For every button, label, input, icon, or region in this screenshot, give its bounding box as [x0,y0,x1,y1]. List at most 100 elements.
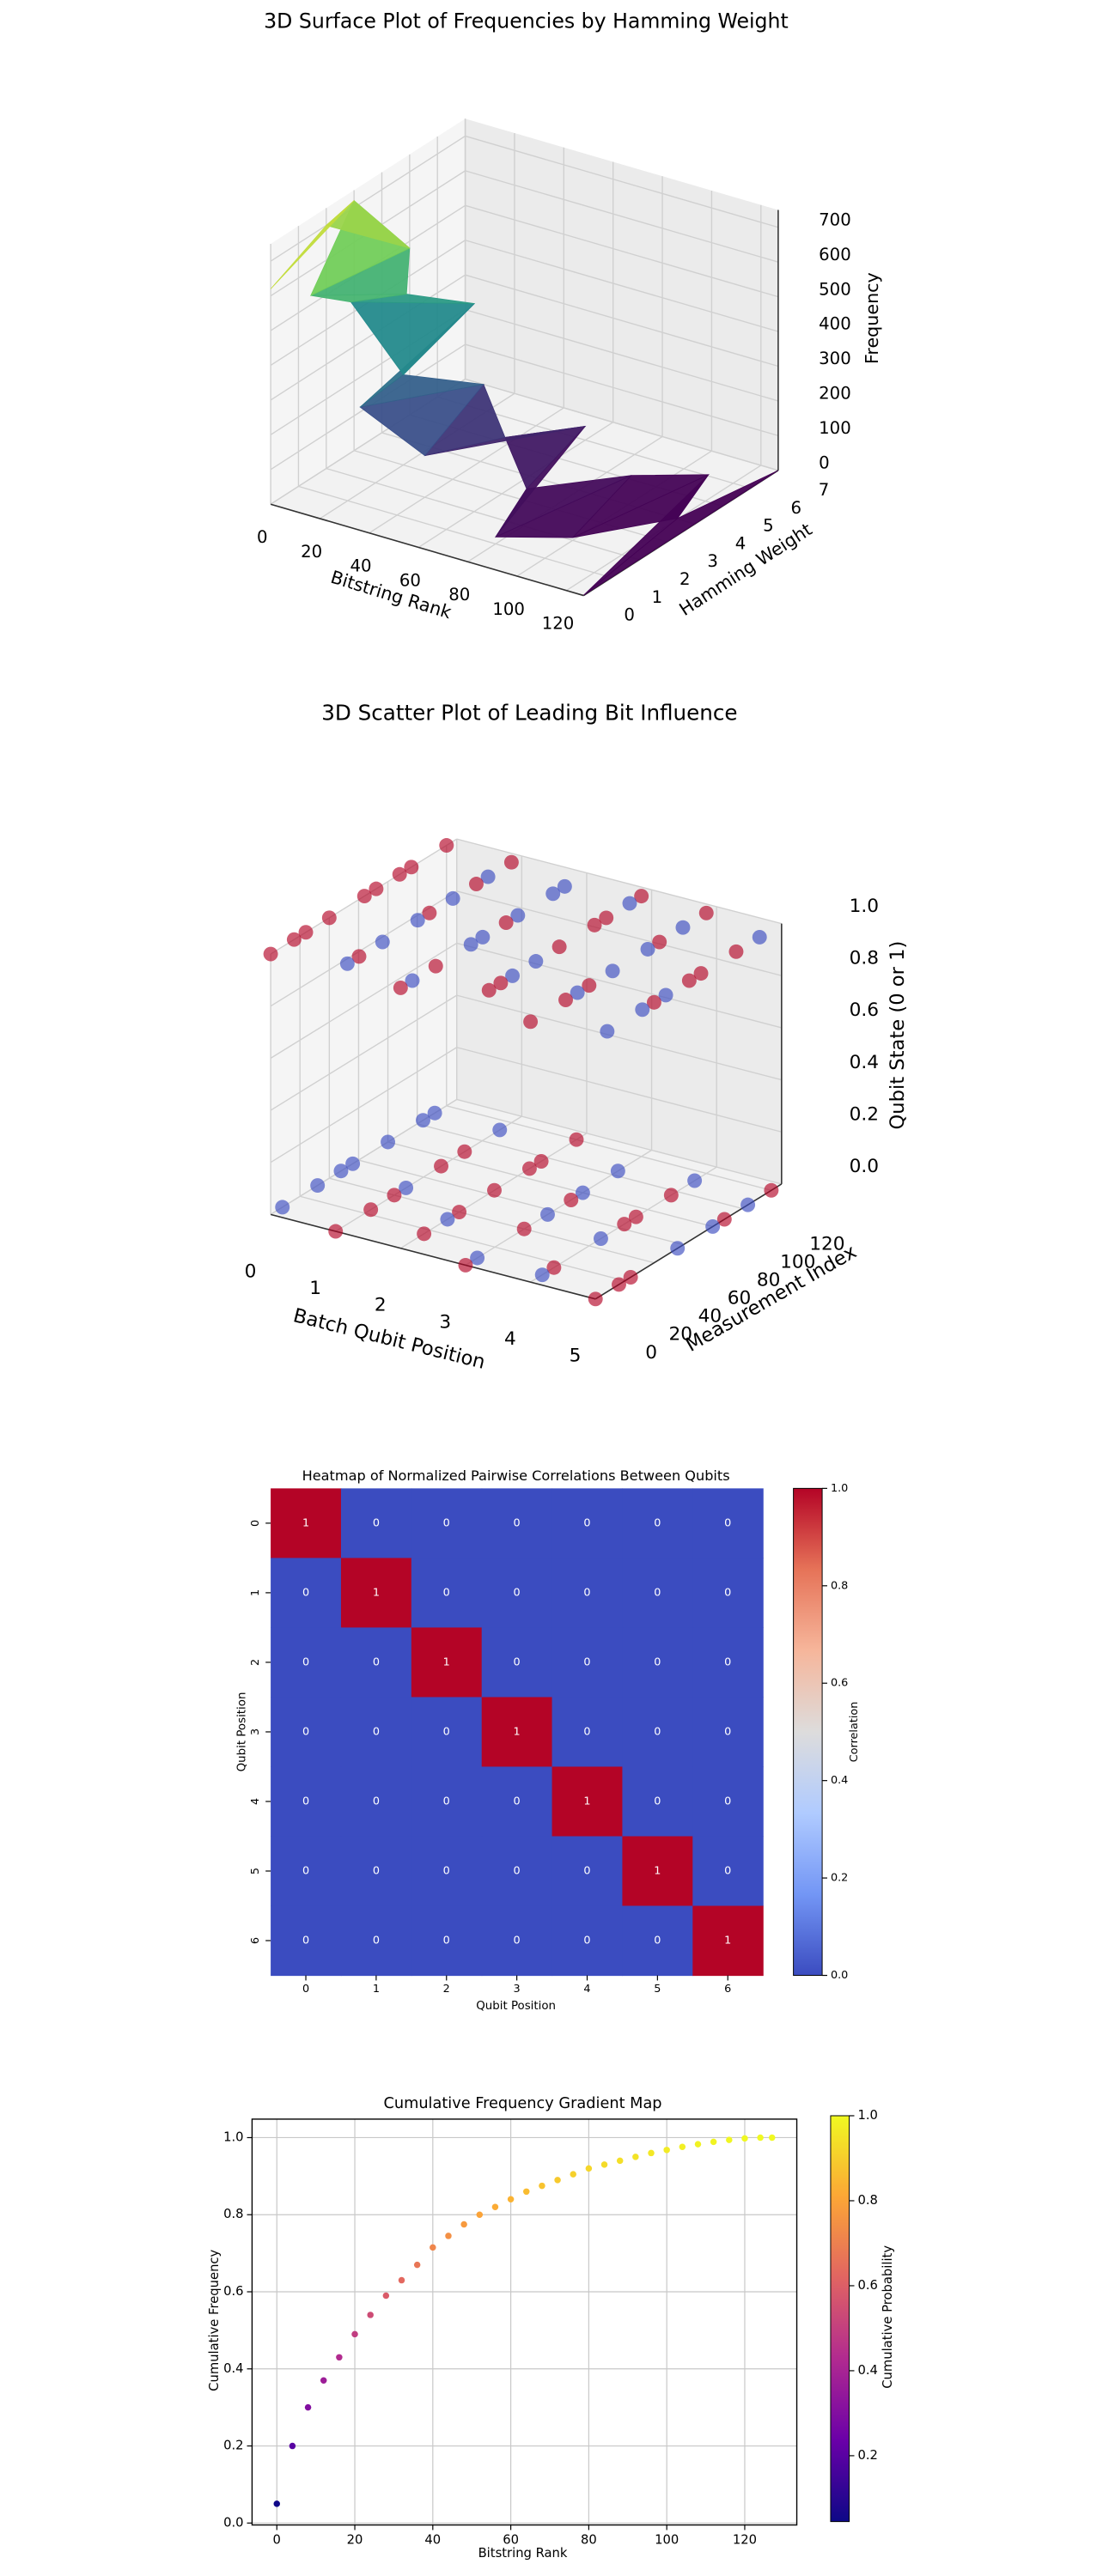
z-tick-label: 0.0 [850,1156,879,1177]
z-grid-line [270,274,466,401]
heatmap-cell [340,1905,412,1977]
colorbar-tick-label: 0.4 [857,2363,877,2378]
cell-annotation: 1 [443,1656,450,1668]
x-tick-label: 0 [245,1261,257,1282]
colorbar-tick-label: 0.6 [831,1677,848,1690]
cell-annotation: 0 [724,1864,731,1877]
scatter-point [533,1154,549,1169]
chart-title: Heatmap of Normalized Pairwise Correlati… [302,1467,730,1484]
cell-annotation: 0 [373,1725,380,1738]
scatter-point [369,881,384,896]
y-tick-label: 0.6 [223,2284,243,2299]
cell-annotation: 0 [302,1725,309,1738]
scatter-point [475,929,491,945]
scatter-point [534,1267,550,1283]
heatmap-cell [692,1558,764,1629]
heatmap-cell [622,1627,693,1698]
colorbar-tick-label: 0.0 [831,1969,848,1982]
scatter-point [452,1205,467,1220]
scatter-point [321,910,337,926]
z-tick-label: 1.0 [850,896,879,917]
scatter-point [740,1197,756,1212]
scatter-point [552,939,567,955]
cell-annotation: 0 [654,1516,661,1529]
scatter-point [523,1014,539,1030]
y-tick-label: 0.0 [223,2515,243,2530]
scatter-point [440,1212,455,1227]
scatter-point [470,1250,485,1266]
z-grid-line [465,343,779,437]
y-tick-label: 2 [249,1659,262,1666]
scatter-point [393,980,408,995]
scatter-point [505,968,521,983]
cell-annotation: 0 [724,1725,731,1738]
scatter-point [687,1173,703,1188]
colorbar-tick-label: 0.4 [831,1774,848,1787]
x-tick-label: 5 [570,1346,582,1367]
scatter-point [320,2377,327,2384]
y-tick-label: 1.0 [223,2129,243,2144]
cell-annotation: 0 [654,1935,661,1947]
scatter-point [458,1257,473,1273]
scatter-point [510,908,526,923]
scatter-point [628,1209,643,1224]
y-tick-label: 0 [645,1342,657,1364]
scatter-point [356,889,372,904]
cell-annotation: 0 [654,1725,661,1738]
scatter-point [405,973,420,988]
z-axis-label: Qubit State (0 or 1) [887,941,909,1130]
y-axis-label: Qubit Position [236,1692,249,1772]
scatter-point [428,958,443,974]
cell-annotation: 0 [443,1864,450,1877]
cell-annotation: 0 [373,1795,380,1807]
cell-annotation: 0 [583,1725,590,1738]
x-tick-label: 20 [347,2532,363,2547]
y-axis-label: Cumulative Frequency [207,2249,222,2391]
z-grid-line [465,274,779,368]
cell-annotation: 0 [302,1864,309,1877]
y-tick-label: 0.2 [223,2439,243,2453]
cell-annotation: 0 [514,1795,521,1807]
heatmap-cell [481,1905,553,1977]
scatter-point [612,1277,626,1292]
scatter-point [705,1218,721,1234]
scatter-point [648,2149,655,2157]
scatter-point [764,1182,779,1198]
heatmap-cell [481,1836,553,1907]
scatter-point [570,2171,576,2178]
y-tick-label: 60 [728,1288,752,1309]
z-grid-line [465,240,779,332]
heatmap-cell [340,1766,412,1838]
cell-annotation: 0 [514,1935,521,1947]
y-tick-label: 120 [809,1233,844,1255]
z-tick-label: 400 [819,314,851,334]
scatter-point [523,2188,530,2196]
scatter-point [539,2182,545,2190]
z-tick-label: 0.8 [850,948,879,969]
scatter-point [640,942,655,957]
heatmap-cell [271,1488,342,1558]
cell-annotation: 0 [724,1795,731,1807]
x-axis-label: Batch Qubit Position [291,1304,488,1374]
cell-annotation: 0 [443,1586,450,1599]
x-tick-label: 80 [581,2532,597,2547]
scatter-point [351,2330,358,2338]
cell-annotation: 0 [443,1725,450,1738]
scatter-point [339,956,355,971]
chart-title: Cumulative Frequency Gradient Map [383,2095,661,2112]
colorbar-tick-label: 0.8 [831,1579,848,1592]
heatmap-cell [622,1836,693,1907]
scatter-point [333,1163,349,1179]
scatter-point [481,982,497,998]
y-tick-label: 80 [757,1269,781,1291]
scatter-point [728,944,744,959]
scatter-point [768,2134,776,2142]
cell-annotation: 0 [724,1586,731,1599]
scatter-point [363,1202,379,1218]
heatmap-cell [552,1627,624,1698]
scatter-point [430,2244,436,2251]
cell-annotation: 1 [302,1516,309,1529]
plot-area [252,2118,797,2525]
heatmap-cell [481,1488,553,1558]
z-grid-line [270,135,466,262]
